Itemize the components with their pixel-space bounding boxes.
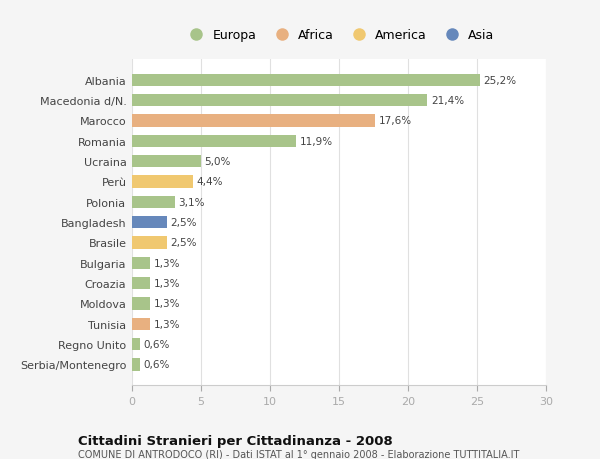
- Bar: [132, 115, 375, 127]
- Text: 2,5%: 2,5%: [170, 238, 196, 248]
- Bar: [132, 176, 193, 188]
- Text: 1,3%: 1,3%: [154, 258, 180, 268]
- Text: 1,3%: 1,3%: [154, 279, 180, 288]
- Text: 3,1%: 3,1%: [178, 197, 205, 207]
- Text: Cittadini Stranieri per Cittadinanza - 2008: Cittadini Stranieri per Cittadinanza - 2…: [78, 434, 393, 447]
- Text: 1,3%: 1,3%: [154, 319, 180, 329]
- Text: 0,6%: 0,6%: [144, 360, 170, 369]
- Bar: [132, 298, 150, 310]
- Text: 21,4%: 21,4%: [431, 96, 464, 106]
- Bar: [132, 257, 150, 269]
- Bar: [132, 318, 150, 330]
- Bar: [132, 217, 167, 229]
- Bar: [132, 277, 150, 290]
- Bar: [132, 358, 140, 371]
- Text: 25,2%: 25,2%: [483, 76, 517, 85]
- Text: 11,9%: 11,9%: [299, 136, 333, 146]
- Bar: [132, 156, 201, 168]
- Text: 0,6%: 0,6%: [144, 339, 170, 349]
- Text: 1,3%: 1,3%: [154, 299, 180, 309]
- Bar: [132, 74, 480, 87]
- Bar: [132, 135, 296, 147]
- Bar: [132, 237, 167, 249]
- Text: 5,0%: 5,0%: [205, 157, 231, 167]
- Bar: [132, 196, 175, 208]
- Bar: [132, 338, 140, 351]
- Legend: Europa, Africa, America, Asia: Europa, Africa, America, Asia: [181, 27, 497, 45]
- Text: 4,4%: 4,4%: [196, 177, 223, 187]
- Text: 17,6%: 17,6%: [379, 116, 412, 126]
- Text: COMUNE DI ANTRODOCO (RI) - Dati ISTAT al 1° gennaio 2008 - Elaborazione TUTTITAL: COMUNE DI ANTRODOCO (RI) - Dati ISTAT al…: [78, 449, 520, 459]
- Text: 2,5%: 2,5%: [170, 218, 196, 228]
- Bar: [132, 95, 427, 107]
